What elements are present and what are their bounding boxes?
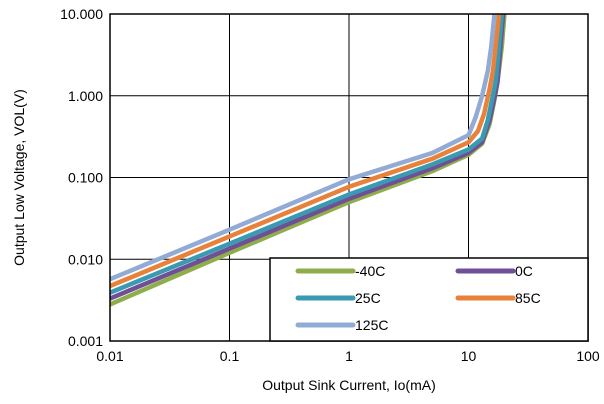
- series-line-25c: [110, 14, 505, 295]
- series-lines: [110, 14, 507, 307]
- x-tick-label: 1: [345, 348, 353, 364]
- legend-item: 85C: [455, 290, 541, 306]
- y-tick-label: 0.010: [68, 251, 103, 267]
- legend-label: 85C: [515, 290, 541, 306]
- x-axis-label: Output Sink Current, Io(mA): [262, 377, 436, 393]
- legend-item: -40C: [295, 263, 385, 279]
- y-axis-label: Output Low Voltage, VOL(V): [11, 89, 27, 266]
- legend-label: 25C: [355, 290, 381, 306]
- x-tick-label: 100: [576, 348, 600, 364]
- legend: -40C 0C 25C 85C 125C: [269, 257, 589, 342]
- y-tick-labels: 0.001 0.010 0.100 1.000 10.000: [60, 6, 103, 349]
- legend-label: 125C: [355, 317, 388, 333]
- legend-item: 25C: [295, 290, 381, 306]
- series-line-125c: [110, 14, 497, 282]
- x-tick-label: 0.1: [220, 348, 240, 364]
- x-tick-label: 10: [461, 348, 477, 364]
- y-tick-label: 1.000: [68, 88, 103, 104]
- x-tick-label: 0.01: [96, 348, 123, 364]
- legend-label: -40C: [355, 263, 385, 279]
- legend-item: 125C: [295, 317, 388, 333]
- series-line-85c: [110, 14, 502, 289]
- y-tick-label: 0.001: [68, 333, 103, 349]
- legend-label: 0C: [515, 263, 533, 279]
- legend-item: 0C: [455, 263, 533, 279]
- x-tick-labels: 0.01 0.1 1 10 100: [96, 348, 600, 364]
- y-tick-label: 10.000: [60, 6, 103, 22]
- y-tick-label: 0.100: [68, 170, 103, 186]
